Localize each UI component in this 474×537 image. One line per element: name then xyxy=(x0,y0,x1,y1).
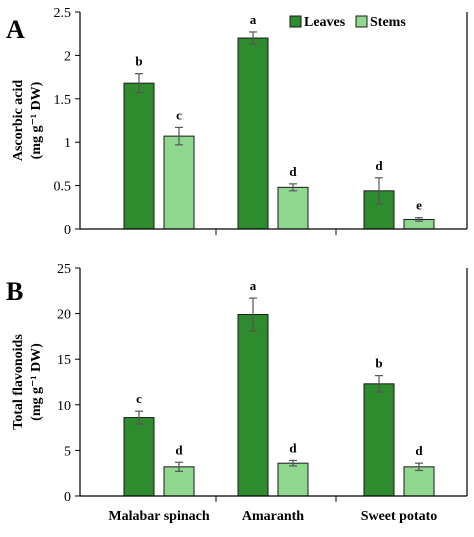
significance-letter-stems-3: e xyxy=(416,198,422,213)
bar-stems-3 xyxy=(403,466,435,497)
significance-letter-leaves-3: b xyxy=(375,356,382,371)
y-tick-label: 15 xyxy=(57,353,71,368)
bar-leaves-2 xyxy=(237,314,269,497)
significance-letter-leaves-1: b xyxy=(135,54,142,69)
y-tick-label: 1.5 xyxy=(54,93,72,108)
y-axis-label-line1: Ascorbic acid xyxy=(11,80,26,161)
bar-leaves-3 xyxy=(363,383,395,497)
legend-swatch-stems xyxy=(355,15,368,28)
bar-leaves-1 xyxy=(123,417,155,497)
legend-label-stems: Stems xyxy=(370,15,406,30)
legend: Leaves Stems xyxy=(289,15,406,30)
bar-stems-2 xyxy=(277,186,309,230)
legend-label-leaves: Leaves xyxy=(304,15,346,30)
bar-leaves-2 xyxy=(237,37,269,230)
significance-letter-leaves-1: c xyxy=(136,391,142,406)
category-label-3: Sweet potato xyxy=(361,509,438,524)
significance-letter-leaves-3: d xyxy=(375,158,383,173)
significance-letter-leaves-2: a xyxy=(250,12,257,27)
bar-stems-1 xyxy=(163,135,195,230)
y-tick-label: 10 xyxy=(57,399,71,414)
y-axis-label-line1: Total flavonoids xyxy=(11,334,26,430)
y-tick-label: 0 xyxy=(64,490,71,505)
panel-b: B Total flavonoids (mg g⁻¹ DW) c a b d d d 0 5 10 15… xyxy=(6,262,468,524)
significance-letter-stems-3: d xyxy=(415,443,423,458)
y-tick-label: 5 xyxy=(64,444,71,459)
y-tick-label: 0 xyxy=(64,223,71,238)
y-tick-label: 1 xyxy=(64,136,71,151)
significance-letter-stems-2: d xyxy=(289,440,297,455)
y-axis-label-line2: (mg g⁻¹ DW) xyxy=(29,81,44,159)
panel-letter: B xyxy=(6,277,23,306)
panel-a: A Ascorbic acid (mg g⁻¹ DW) b a d c d e 0 0.5 1 1.5 2… xyxy=(6,6,468,238)
panel-letter: A xyxy=(6,15,25,44)
significance-letter-stems-2: d xyxy=(289,164,297,179)
y-tick-label: 20 xyxy=(57,308,71,323)
category-label-1: Malabar spinach xyxy=(108,509,209,524)
y-tick-label: 0.5 xyxy=(54,180,72,195)
bar-stems-2 xyxy=(277,462,309,497)
y-tick-label: 2.5 xyxy=(54,6,72,21)
significance-letter-stems-1: c xyxy=(176,107,182,122)
y-axis-label-line2: (mg g⁻¹ DW) xyxy=(29,343,44,421)
significance-letter-leaves-2: a xyxy=(250,278,257,293)
significance-letter-stems-1: d xyxy=(175,442,183,457)
category-label-2: Amaranth xyxy=(242,509,304,524)
bar-leaves-1 xyxy=(123,82,155,230)
y-tick-label: 2 xyxy=(64,49,71,64)
y-tick-label: 25 xyxy=(57,262,71,277)
legend-swatch-leaves xyxy=(289,15,302,28)
